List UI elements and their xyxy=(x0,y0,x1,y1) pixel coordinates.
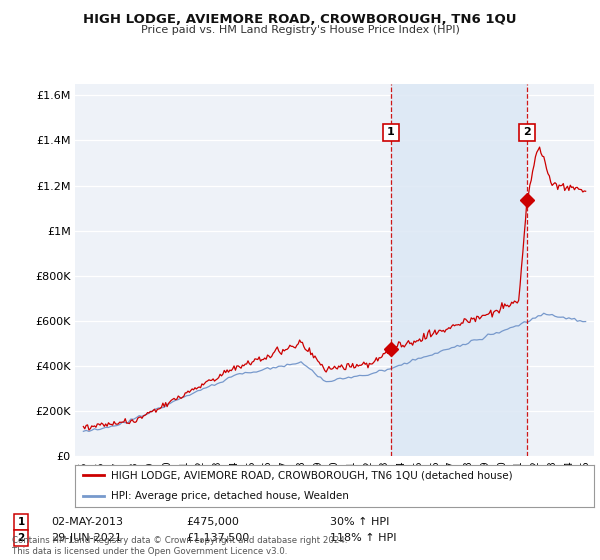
Text: £1,137,500: £1,137,500 xyxy=(186,533,249,543)
Text: 30% ↑ HPI: 30% ↑ HPI xyxy=(330,517,389,527)
Text: 2: 2 xyxy=(17,533,25,543)
Text: 2: 2 xyxy=(523,128,531,137)
Text: 1: 1 xyxy=(387,128,395,137)
Text: 29-JUN-2021: 29-JUN-2021 xyxy=(51,533,122,543)
Text: Price paid vs. HM Land Registry's House Price Index (HPI): Price paid vs. HM Land Registry's House … xyxy=(140,25,460,35)
Text: HPI: Average price, detached house, Wealden: HPI: Average price, detached house, Weal… xyxy=(112,491,349,501)
Text: 1: 1 xyxy=(17,517,25,527)
Text: 02-MAY-2013: 02-MAY-2013 xyxy=(51,517,123,527)
Text: 118% ↑ HPI: 118% ↑ HPI xyxy=(330,533,397,543)
Text: Contains HM Land Registry data © Crown copyright and database right 2024.
This d: Contains HM Land Registry data © Crown c… xyxy=(12,536,347,556)
Bar xyxy=(391,84,527,456)
Text: HIGH LODGE, AVIEMORE ROAD, CROWBOROUGH, TN6 1QU (detached house): HIGH LODGE, AVIEMORE ROAD, CROWBOROUGH, … xyxy=(112,470,513,480)
Text: £475,000: £475,000 xyxy=(186,517,239,527)
Text: HIGH LODGE, AVIEMORE ROAD, CROWBOROUGH, TN6 1QU: HIGH LODGE, AVIEMORE ROAD, CROWBOROUGH, … xyxy=(83,13,517,26)
